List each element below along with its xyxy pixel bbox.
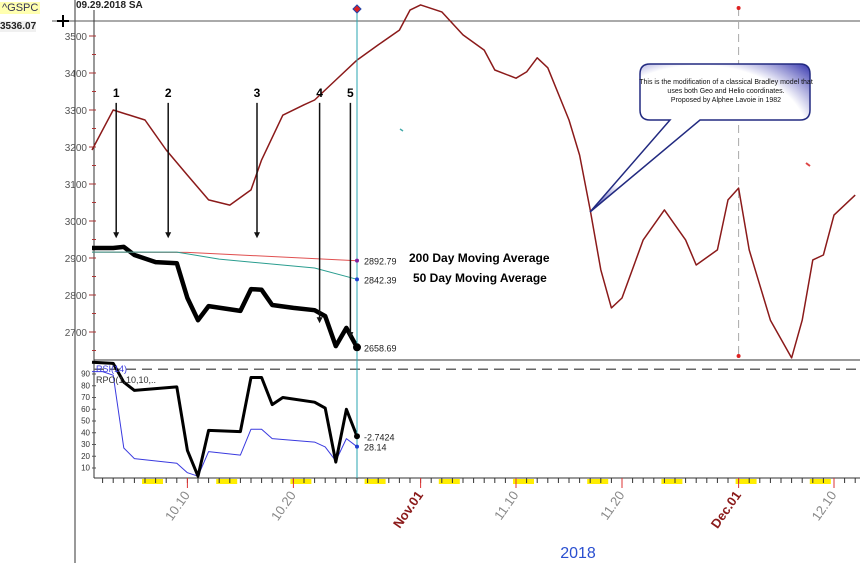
- last-value-dot: [355, 277, 359, 282]
- callout-text: Proposed by Alphee Lavoie in 1982: [671, 97, 781, 104]
- osc-y-tick-label: 80: [81, 381, 90, 390]
- annotation-label: 4: [316, 86, 323, 100]
- osc-y-tick-label: 30: [81, 440, 90, 449]
- osc-y-tick-label: 20: [81, 452, 90, 461]
- marker-dot: [736, 6, 741, 10]
- series-rpo: [91, 360, 359, 478]
- annotation-label: 1: [113, 86, 120, 100]
- x-tick-label: 11.20: [597, 488, 627, 522]
- arrow-head-icon: [347, 332, 354, 339]
- osc-y-tick-label: 40: [81, 428, 90, 437]
- symbol-label: ^GSPC: [0, 2, 41, 14]
- arrow-head-icon: [254, 232, 260, 239]
- x-tick-label: 11.10: [491, 488, 521, 522]
- y-tick-label: 3000: [65, 217, 88, 228]
- weekend-marker: [735, 479, 757, 484]
- x-axis-year-label: 2018: [560, 545, 596, 562]
- last-value-dot: [354, 433, 360, 440]
- series-bradley: [91, 4, 856, 359]
- osc-y-tick-label: 60: [81, 405, 90, 414]
- x-tick-label: Dec.01: [708, 488, 744, 531]
- weekend-marker: [661, 479, 683, 484]
- osc-y-tick-label: 70: [81, 393, 90, 402]
- y-tick-label: 2900: [65, 254, 88, 265]
- y-tick-label: 3200: [65, 143, 88, 154]
- ma50-legend: 50 Day Moving Average: [413, 271, 547, 285]
- last-value-dot: [355, 444, 359, 449]
- callout-box: [589, 63, 811, 213]
- y-tick-label: 2700: [65, 328, 88, 339]
- weekend-marker: [142, 479, 163, 484]
- weekend-marker: [216, 479, 238, 484]
- ma200-legend: 200 Day Moving Average: [409, 251, 550, 265]
- callout-text: uses both Geo and Helio coordinates.: [667, 88, 784, 95]
- osc-y-tick-label: 50: [81, 417, 90, 426]
- y-tick-label: 2800: [65, 291, 88, 302]
- x-tick-label: 12.10: [809, 488, 840, 523]
- annotation-label: 3: [254, 86, 261, 100]
- last-value-label: 2842.39: [364, 275, 397, 285]
- last-value-label: -2.7424: [364, 432, 395, 442]
- y-tick-label: 3500: [65, 32, 88, 43]
- annotation-label: 5: [347, 86, 354, 100]
- cursor-diamond-icon: [352, 4, 362, 14]
- last-value-dot: [355, 258, 359, 263]
- last-value-label: 2658.69: [364, 343, 397, 353]
- last-value-label: 2892.79: [364, 257, 397, 267]
- x-tick-label: Nov.01: [390, 488, 426, 531]
- rsi-legend: RSI(14): [96, 364, 127, 374]
- arrow-head-icon: [316, 317, 323, 324]
- series-ma50: [92, 251, 358, 280]
- osc-y-tick-label: 10: [81, 464, 90, 473]
- osc-y-tick-label: 90: [81, 370, 90, 379]
- weekend-marker: [438, 479, 460, 484]
- weekend-marker: [587, 479, 609, 484]
- weekend-marker: [364, 479, 386, 484]
- x-tick-label: 10.10: [162, 488, 193, 523]
- y-tick-label: 3400: [65, 69, 88, 80]
- marker-dot: [736, 354, 741, 358]
- rpo-legend: RPO(1,10,10,..: [96, 375, 156, 385]
- series-price: [92, 244, 359, 349]
- date-label: 09.29.2018 SA: [76, 0, 143, 11]
- weekend-marker: [809, 479, 831, 484]
- weekend-marker: [513, 479, 534, 484]
- stray-mark: [399, 128, 404, 132]
- last-value-dot: [353, 343, 361, 352]
- series-rsi: [92, 371, 358, 477]
- arrow-head-icon: [165, 232, 172, 239]
- cursor-value: 3536.07: [0, 21, 37, 32]
- callout-text: This is the modification of a classical …: [639, 79, 813, 86]
- last-value-label: 28.14: [364, 443, 387, 453]
- annotation-label: 2: [165, 86, 172, 100]
- weekend-marker: [290, 479, 312, 484]
- stray-mark: [805, 162, 811, 167]
- y-tick-label: 3100: [65, 180, 88, 191]
- x-tick-label: 10.20: [268, 488, 299, 523]
- arrow-head-icon: [113, 232, 120, 239]
- y-tick-label: 3300: [65, 106, 88, 117]
